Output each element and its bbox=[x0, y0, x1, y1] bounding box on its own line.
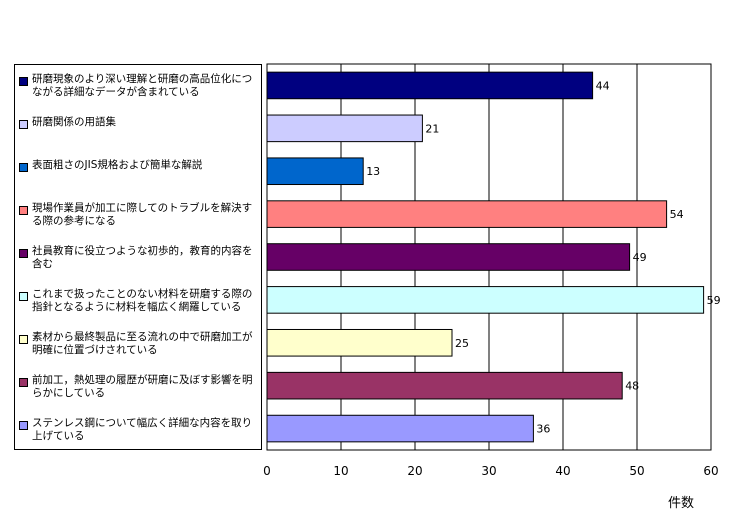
x-tick-labels: 0 10 20 30 40 50 60 bbox=[263, 464, 718, 478]
legend-swatch bbox=[19, 120, 28, 130]
legend-item: 研磨現象のより深い理解と研磨の高品位化につながる詳細なデータが含まれている bbox=[19, 73, 259, 99]
legend-item: 前加工，熱処理の履歴が研磨に及ぼす影響を明らかにしている bbox=[19, 374, 259, 400]
bar bbox=[266, 328, 453, 357]
legend-label: 社員教育に役立つような初歩的，教育的内容を含む bbox=[32, 245, 253, 270]
data-label: 59 bbox=[707, 294, 721, 307]
x-tick-label: 20 bbox=[407, 464, 422, 478]
legend-swatch bbox=[19, 291, 28, 301]
bars bbox=[266, 71, 705, 443]
legend-label: 前加工，熱処理の履歴が研磨に及ぼす影響を明らかにしている bbox=[32, 373, 253, 399]
data-label: 25 bbox=[455, 337, 469, 350]
legend-swatch bbox=[19, 420, 28, 430]
legend-item: 素材から最終製品に至る流れの中で研磨加工が明確に位置づけされている bbox=[19, 331, 259, 357]
legend-swatch bbox=[19, 77, 28, 87]
legend-item: これまで扱ったことのない材料を研磨する際の指針となるように材料を幅広く網羅してい… bbox=[19, 288, 259, 314]
legend-label: ステンレス鋼について幅広く詳細な内容を取り上げている bbox=[32, 416, 253, 442]
legend-item: ステンレス鋼について幅広く詳細な内容を取り上げている bbox=[19, 417, 259, 443]
legend-item: 表面粗さのJIS規格および簡単な解説 bbox=[19, 159, 259, 173]
bar bbox=[266, 371, 623, 400]
data-label: 13 bbox=[366, 165, 380, 178]
legend-swatch bbox=[19, 249, 28, 258]
x-tick-label: 50 bbox=[629, 464, 644, 478]
x-axis-title: 件数 bbox=[668, 496, 695, 511]
data-label: 54 bbox=[670, 208, 684, 221]
x-tick-label: 60 bbox=[703, 464, 718, 478]
legend-label: 研磨関係の用語集 bbox=[32, 116, 116, 129]
legend-swatch bbox=[19, 377, 28, 387]
bar bbox=[266, 243, 631, 271]
data-label: 44 bbox=[596, 79, 610, 92]
bar bbox=[266, 157, 364, 186]
legend-label: 表面粗さのJIS規格および簡単な解説 bbox=[32, 159, 203, 172]
legend-item: 社員教育に役立つような初歩的，教育的内容を含む bbox=[19, 245, 259, 271]
bar bbox=[266, 114, 423, 143]
legend-label: 現場作業員が加工に際してのトラブルを解決する際の参考になる bbox=[32, 202, 253, 228]
legend: 研磨現象のより深い理解と研磨の高品位化につながる詳細なデータが含まれている研磨関… bbox=[14, 64, 262, 450]
x-tick-label: 10 bbox=[333, 464, 348, 478]
bar bbox=[266, 286, 705, 314]
legend-label: 素材から最終製品に至る流れの中で研磨加工が明確に位置づけされている bbox=[32, 330, 253, 356]
bar-labels: 44 21 13 54 49 59 25 48 36 bbox=[366, 79, 720, 435]
legend-label: これまで扱ったことのない材料を研磨する際の指針となるように材料を幅広く網羅してい… bbox=[32, 287, 253, 313]
legend-label: 研磨現象のより深い理解と研磨の高品位化につながる詳細なデータが含まれている bbox=[32, 73, 253, 99]
data-label: 49 bbox=[633, 251, 647, 264]
legend-swatch bbox=[19, 206, 28, 216]
legend-swatch bbox=[19, 163, 28, 173]
legend-item: 現場作業員が加工に際してのトラブルを解決する際の参考になる bbox=[19, 202, 259, 228]
bar bbox=[266, 71, 594, 100]
data-label: 36 bbox=[536, 423, 550, 436]
x-tick-label: 40 bbox=[555, 464, 570, 478]
bar bbox=[266, 200, 668, 228]
legend-item: 研磨関係の用語集 bbox=[19, 116, 259, 130]
bar bbox=[266, 414, 534, 443]
x-tick-label: 30 bbox=[481, 464, 496, 478]
legend-swatch bbox=[19, 334, 28, 344]
data-label: 21 bbox=[425, 122, 439, 135]
x-tick-label: 0 bbox=[263, 464, 271, 478]
data-label: 48 bbox=[625, 380, 639, 393]
